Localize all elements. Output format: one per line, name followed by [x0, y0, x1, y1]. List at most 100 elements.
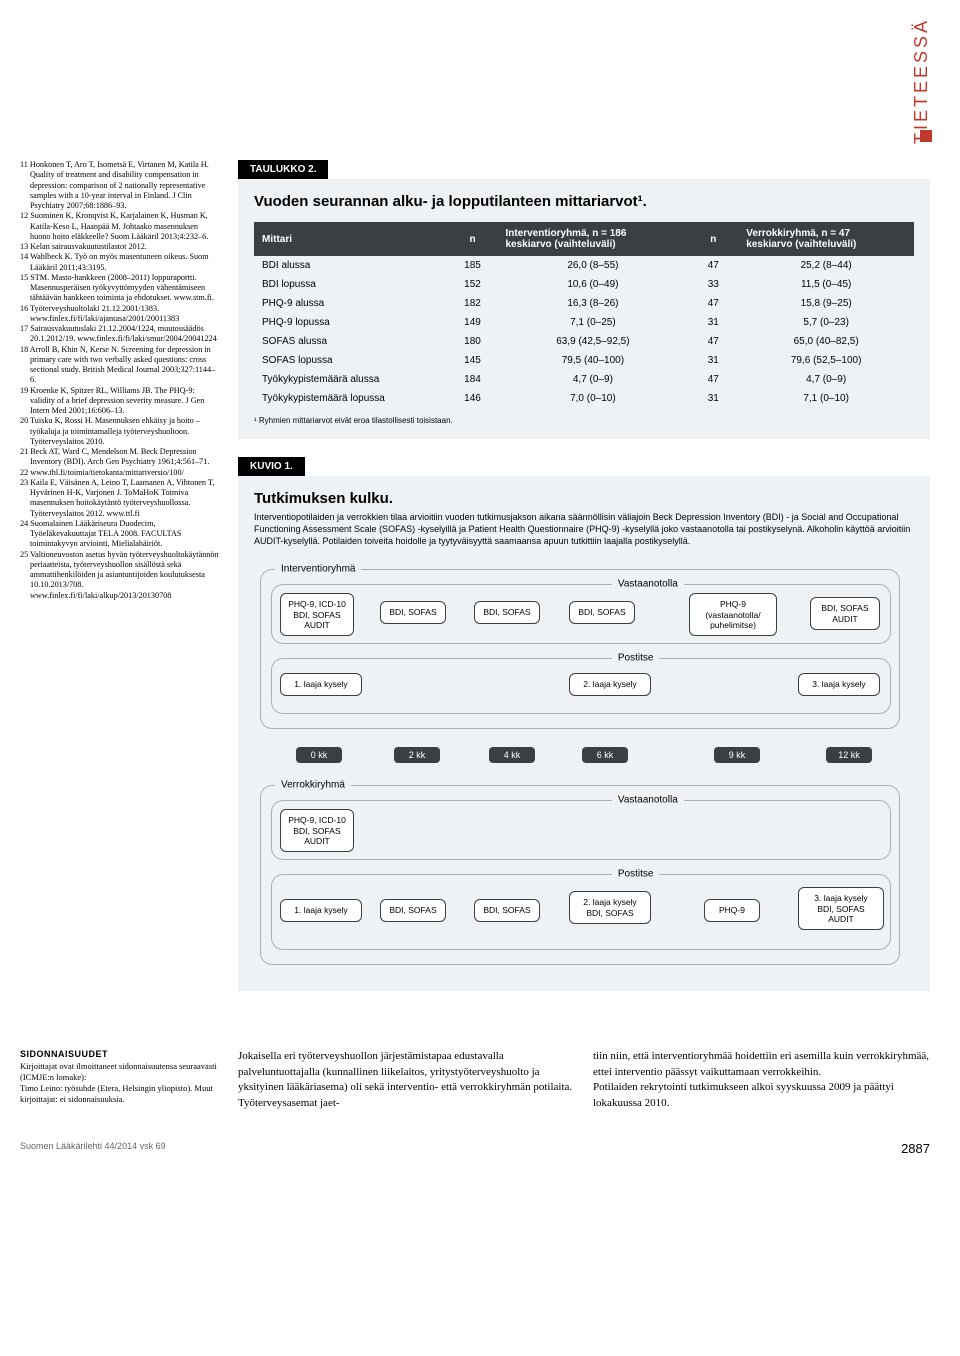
time-6: 6 kk — [582, 747, 628, 763]
reference-item: 24 Suomalainen Lääkäriseura Duodecim, Ty… — [20, 519, 220, 550]
intervention-post: Postitse 1. laaja kysely 2. laaja kysely… — [271, 658, 891, 714]
table-cell: 65,0 (40–82,5) — [738, 332, 914, 351]
table-cell: 4,7 (0–9) — [738, 370, 914, 389]
footer-right: 2887 — [901, 1141, 930, 1156]
table2: Mittari n Interventioryhmä, n = 186 kesk… — [254, 222, 914, 408]
reference-item: 17 Sairausvakuutuslaki 21.12.2004/1224, … — [20, 324, 220, 345]
table-cell: 7,0 (0–10) — [498, 389, 689, 408]
reference-item: 11 Honkonen T, Aro T, Isometsä E, Virtan… — [20, 160, 220, 211]
visit-label-1: Vastaanotolla — [612, 579, 684, 590]
table-cell: 15,8 (9–25) — [738, 294, 914, 313]
table-row: PHQ-9 alussa18216,3 (8–26)4715,8 (9–25) — [254, 294, 914, 313]
time-12: 12 kk — [826, 747, 872, 763]
table-cell: 184 — [448, 370, 498, 389]
table-cell: 182 — [448, 294, 498, 313]
time-0: 0 kk — [296, 747, 342, 763]
box-bdi2: BDI, SOFAS — [474, 601, 540, 623]
table-cell: 185 — [448, 256, 498, 275]
box-k2c: 2. laaja kysely BDI, SOFAS — [569, 891, 651, 923]
table-cell: 63,9 (42,5–92,5) — [498, 332, 689, 351]
kuvio1-tab: KUVIO 1. — [238, 457, 305, 476]
kuvio1-panel: Tutkimuksen kulku. Interventiopotilaiden… — [238, 476, 930, 991]
box-bdi3: BDI, SOFAS — [569, 601, 635, 623]
table-cell: 7,1 (0–25) — [498, 313, 689, 332]
table-cell: 47 — [688, 370, 738, 389]
time-2: 2 kk — [394, 747, 440, 763]
intervention-group: Interventioryhmä Vastaanotolla PHQ-9, IC… — [260, 569, 900, 729]
table-row: BDI lopussa15210,6 (0–49)3311,5 (0–45) — [254, 275, 914, 294]
post-label-1: Postitse — [612, 653, 660, 664]
table-cell: 25,2 (8–44) — [738, 256, 914, 275]
table-row: SOFAS lopussa14579,5 (40–100)3179,6 (52,… — [254, 351, 914, 370]
intervention-label: Interventioryhmä — [275, 564, 361, 575]
reference-item: 16 Työterveyshuoltolaki 21.12.2001/1383.… — [20, 304, 220, 325]
references-column: 11 Honkonen T, Aro T, Isometsä E, Virtan… — [20, 160, 220, 1009]
th-ctl-sub: keskiarvo (vaihteluväli) — [746, 239, 906, 250]
table-cell: 11,5 (0–45) — [738, 275, 914, 294]
control-visit: Vastaanotolla PHQ-9, ICD-10 BDI, SOFAS A… — [271, 800, 891, 860]
table-cell: 31 — [688, 389, 738, 408]
table-cell: 146 — [448, 389, 498, 408]
table-cell: 26,0 (8–55) — [498, 256, 689, 275]
table2-title: Vuoden seurannan alku- ja lopputilanteen… — [254, 193, 914, 210]
table-cell: 33 — [688, 275, 738, 294]
table2-block: TAULUKKO 2. Vuoden seurannan alku- ja lo… — [238, 160, 930, 439]
reference-item: 18 Arroll B, Khin N, Kerse N. Screening … — [20, 345, 220, 386]
table-cell: 47 — [688, 256, 738, 275]
table-cell: 47 — [688, 294, 738, 313]
table-row: SOFAS alussa18063,9 (42,5–92,5)4765,0 (4… — [254, 332, 914, 351]
sidonnaisuudet-heading: SIDONNAISUUDET — [20, 1049, 220, 1061]
kuvio1-title: Tutkimuksen kulku. — [254, 490, 914, 507]
table-cell: Työkykypistemäärä lopussa — [254, 389, 448, 408]
table2-footnote: ¹ Ryhmien mittariarvot eivät eroa tilast… — [254, 416, 914, 425]
control-group: Verrokkiryhmä Vastaanotolla PHQ-9, ICD-1… — [260, 785, 900, 965]
table-cell: PHQ-9 lopussa — [254, 313, 448, 332]
content-column: TAULUKKO 2. Vuoden seurannan alku- ja lo… — [238, 160, 930, 1009]
table-cell: 7,1 (0–10) — [738, 389, 914, 408]
table-cell: 47 — [688, 332, 738, 351]
th-control: Verrokkiryhmä, n = 47 keskiarvo (vaihtel… — [738, 222, 914, 256]
time-9: 9 kk — [714, 747, 760, 763]
table-row: BDI alussa18526,0 (8–55)4725,2 (8–44) — [254, 256, 914, 275]
main-content-row: 11 Honkonen T, Aro T, Isometsä E, Virtan… — [20, 160, 930, 1009]
box-phq-icd-c: PHQ-9, ICD-10 BDI, SOFAS AUDIT — [280, 809, 354, 852]
post-label-2: Postitse — [612, 869, 660, 880]
box-bdi-c2: BDI, SOFAS — [474, 899, 540, 921]
box-k2a: 2. laaja kysely — [569, 673, 651, 695]
box-k3c: 3. laaja kysely BDI, SOFAS AUDIT — [798, 887, 884, 930]
bottom-section: SIDONNAISUUDET Kirjoittajat ovat ilmoitt… — [20, 1049, 930, 1111]
table-row: Työkykypistemäärä alussa1844,7 (0–9)474,… — [254, 370, 914, 389]
sidonnaisuudet-body: Kirjoittajat ovat ilmoittaneet sidonnais… — [20, 1061, 220, 1105]
sidonnaisuudet: SIDONNAISUUDET Kirjoittajat ovat ilmoitt… — [20, 1049, 220, 1111]
table-cell: SOFAS lopussa — [254, 351, 448, 370]
table-cell: 10,6 (0–49) — [498, 275, 689, 294]
box-k3a: 3. laaja kysely — [798, 673, 880, 695]
th-mittari: Mittari — [254, 222, 448, 256]
box-bdi-c1: BDI, SOFAS — [380, 899, 446, 921]
box-bdi1: BDI, SOFAS — [380, 601, 446, 623]
th-int-top: Interventioryhmä, n = 186 — [506, 228, 681, 239]
box-k1c: 1. laaja kysely — [280, 899, 362, 921]
control-post: Postitse 1. laaja kysely BDI, SOFAS BDI,… — [271, 874, 891, 950]
th-n1: n — [448, 222, 498, 256]
table-cell: PHQ-9 alussa — [254, 294, 448, 313]
table2-tab: TAULUKKO 2. — [238, 160, 328, 179]
th-int-sub: keskiarvo (vaihteluväli) — [506, 239, 681, 250]
table-cell: 79,6 (52,5–100) — [738, 351, 914, 370]
table-cell: 145 — [448, 351, 498, 370]
table-cell: 79,5 (40–100) — [498, 351, 689, 370]
page-footer: Suomen Lääkärilehti 44/2014 vsk 69 2887 — [20, 1141, 930, 1156]
box-phq-icd: PHQ-9, ICD-10 BDI, SOFAS AUDIT — [280, 593, 354, 636]
body-text-columns: Jokaisella eri työterveyshuollon järjest… — [238, 1049, 930, 1111]
kuvio1-desc: Interventiopotilaiden ja verrokkien tila… — [254, 511, 914, 547]
reference-item: 14 Wahlbeck K. Työ on myös masentuneen o… — [20, 252, 220, 273]
box-phq9v: PHQ-9 (vastaanotolla/ puhelimitse) — [689, 593, 777, 636]
intervention-visit: Vastaanotolla PHQ-9, ICD-10 BDI, SOFAS A… — [271, 584, 891, 644]
kuvio1-block: KUVIO 1. Tutkimuksen kulku. Interventiop… — [238, 457, 930, 991]
reference-item: 12 Suominen K, Kronqvist K, Karjalainen … — [20, 211, 220, 242]
table-cell: 149 — [448, 313, 498, 332]
th-ctl-top: Verrokkiryhmä, n = 47 — [746, 228, 906, 239]
table-cell: Työkykypistemäärä alussa — [254, 370, 448, 389]
box-k1a: 1. laaja kysely — [280, 673, 362, 695]
table-cell: BDI alussa — [254, 256, 448, 275]
